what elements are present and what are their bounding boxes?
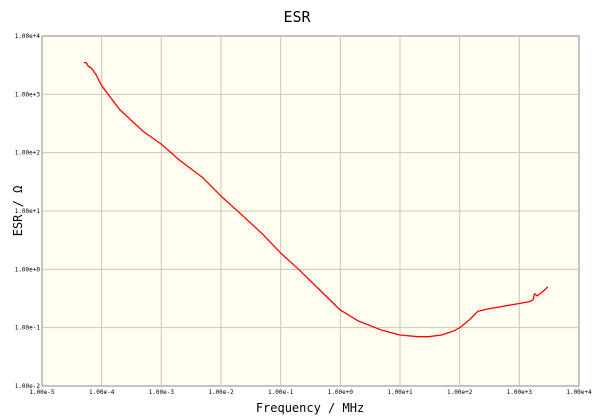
x-tick-labels: 1.00e-5 1.00e-4 1.00e-3 1.00e-2 1.00e-1 1.00e… — [29, 389, 592, 396]
x-tick-label: 1.00e-1 — [268, 389, 294, 396]
x-tick-label: 1.00e+4 — [566, 389, 592, 396]
x-tick-label: 1.00e+1 — [387, 389, 413, 396]
y-tick-label: 1.00e-2 — [15, 383, 41, 390]
x-tick-label: 1.00e+0 — [328, 389, 354, 396]
y-tick-label: 1.00e+1 — [15, 208, 41, 215]
y-tick-label: 1.00e+3 — [15, 91, 41, 98]
x-tick-label: 1.00e-5 — [29, 389, 55, 396]
x-tick-label: 1.00e+3 — [507, 389, 533, 396]
y-tick-label: 1.00e-1 — [15, 325, 41, 332]
x-tick-label: 1.00e+2 — [447, 389, 473, 396]
x-axis-label: Frequency / MHz — [256, 401, 364, 415]
y-tick-label: 1.00e+2 — [15, 150, 41, 157]
x-tick-label: 1.00e-2 — [208, 389, 234, 396]
chart-title: ESR — [283, 8, 311, 26]
x-tick-label: 1.00e-4 — [89, 389, 115, 396]
x-tick-label: 1.00e-3 — [149, 389, 175, 396]
y-tick-label: 1.00e+0 — [15, 266, 41, 273]
y-tick-labels: 1.00e+4 1.00e+3 1.00e+2 1.00e+1 1.00e+0 1.00e… — [15, 33, 41, 390]
y-axis-label: ESR / Ω — [11, 186, 25, 237]
series-line — [83, 61, 549, 338]
y-tick-label: 1.00e+4 — [15, 33, 41, 40]
y-gridlines — [42, 93, 579, 329]
series-layer — [83, 61, 549, 338]
